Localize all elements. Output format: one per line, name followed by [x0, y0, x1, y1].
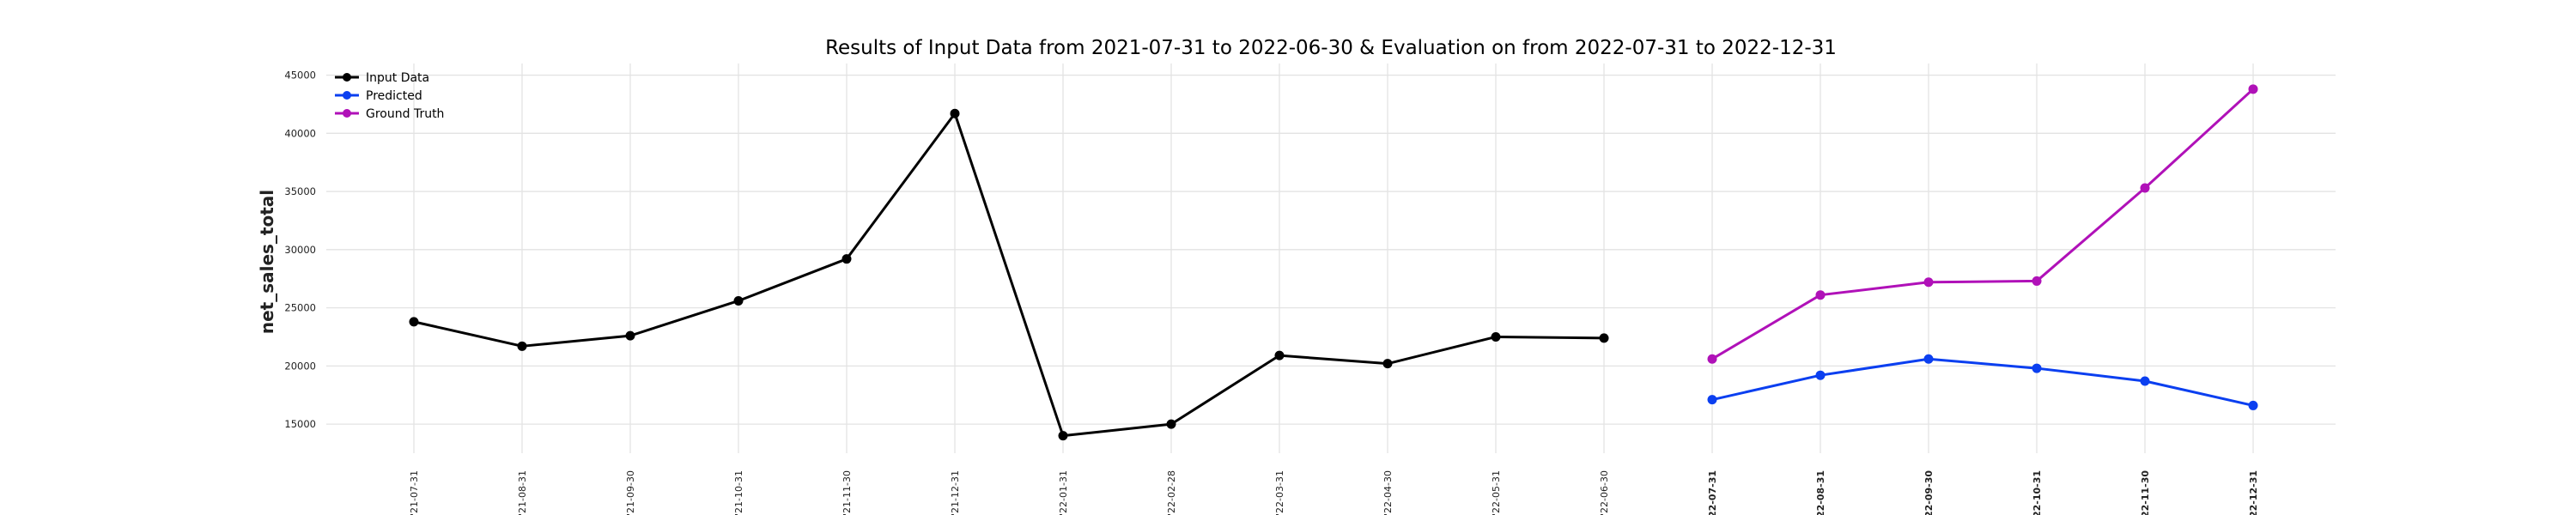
data-point-input-data [1382, 359, 1393, 369]
legend-label-input-data: Input Data [366, 71, 429, 85]
data-point-input-data [1166, 419, 1176, 429]
series-line-predicted [1711, 357, 2254, 407]
y-tick-label: 15000 [284, 418, 316, 430]
data-point-input-data [1599, 333, 1609, 343]
legend: Input Data Predicted Ground Truth [335, 71, 444, 121]
data-point-ground-truth [1815, 290, 1826, 300]
y-tick-label: 35000 [284, 185, 316, 197]
data-point-input-data [517, 341, 527, 351]
data-point-predicted [2140, 376, 2150, 386]
chart-title: Results of Input Data from 2021-07-31 to… [825, 37, 1837, 59]
data-point-predicted [1707, 395, 1717, 405]
legend-swatch-marker-predicted [343, 91, 351, 100]
data-point-ground-truth [1707, 354, 1717, 364]
series-line-ground-truth [1711, 88, 2255, 360]
x-tick-label: '22-03-31 [1274, 470, 1285, 515]
data-point-input-data [1491, 331, 1501, 342]
x-tick-label: '22-01-31 [1058, 470, 1069, 515]
y-axis-ticks: 15000 20000 25000 30000 35000 40000 45000 [284, 70, 316, 431]
x-tick-label: '22-07-31 [1707, 470, 1718, 515]
x-tick-label: '21-09-30 [625, 470, 636, 515]
y-tick-label: 40000 [284, 127, 316, 139]
x-tick-label: '22-06-30 [1599, 470, 1610, 515]
data-point-ground-truth [1923, 277, 1934, 288]
legend-swatch-marker-input-data [343, 73, 351, 82]
data-point-predicted [1815, 370, 1826, 380]
data-point-input-data [950, 108, 960, 118]
data-point-ground-truth [2248, 84, 2258, 94]
data-point-predicted [2032, 363, 2042, 373]
x-tick-label: '21-11-30 [841, 470, 853, 515]
x-tick-label: '21-12-31 [950, 470, 961, 515]
x-tick-label: '21-08-31 [517, 470, 528, 515]
x-tick-label: '22-12-31 [2248, 470, 2259, 515]
grid [326, 64, 2336, 453]
y-tick-label: 30000 [284, 244, 316, 256]
data-point-predicted [1923, 354, 1934, 364]
data-point-input-data [841, 254, 852, 264]
x-tick-label: '22-02-28 [1166, 470, 1177, 515]
data-point-input-data [409, 317, 419, 327]
x-tick-label: '22-09-30 [1923, 470, 1935, 515]
data-point-input-data [1058, 431, 1068, 441]
series-line-input-data [413, 112, 1605, 438]
data-point-ground-truth [2140, 183, 2150, 193]
y-tick-label: 20000 [284, 360, 316, 372]
legend-swatch-marker-ground-truth [343, 109, 351, 118]
y-axis-label: net_sales_total [257, 190, 277, 334]
series-group [409, 84, 2258, 441]
data-point-input-data [733, 295, 744, 306]
x-tick-label: '22-05-31 [1491, 470, 1502, 515]
legend-label-predicted: Predicted [366, 89, 422, 103]
x-tick-label: '22-08-31 [1815, 470, 1826, 515]
data-point-ground-truth [2032, 276, 2042, 286]
data-point-input-data [625, 330, 635, 341]
y-tick-label: 25000 [284, 302, 316, 314]
legend-label-ground-truth: Ground Truth [366, 107, 444, 121]
x-axis-ticks: '21-07-31 '21-08-31 '21-09-30 '21-10-31 '21-… [409, 470, 2259, 515]
data-point-predicted [2248, 400, 2258, 410]
x-tick-label: '22-10-31 [2032, 470, 2043, 515]
x-tick-label: '22-11-30 [2140, 470, 2151, 515]
x-tick-label: '21-07-31 [409, 470, 420, 515]
x-tick-label: '21-10-31 [733, 470, 744, 515]
y-tick-label: 45000 [284, 70, 316, 82]
data-point-input-data [1274, 350, 1285, 360]
x-tick-label: '22-04-30 [1382, 470, 1394, 515]
